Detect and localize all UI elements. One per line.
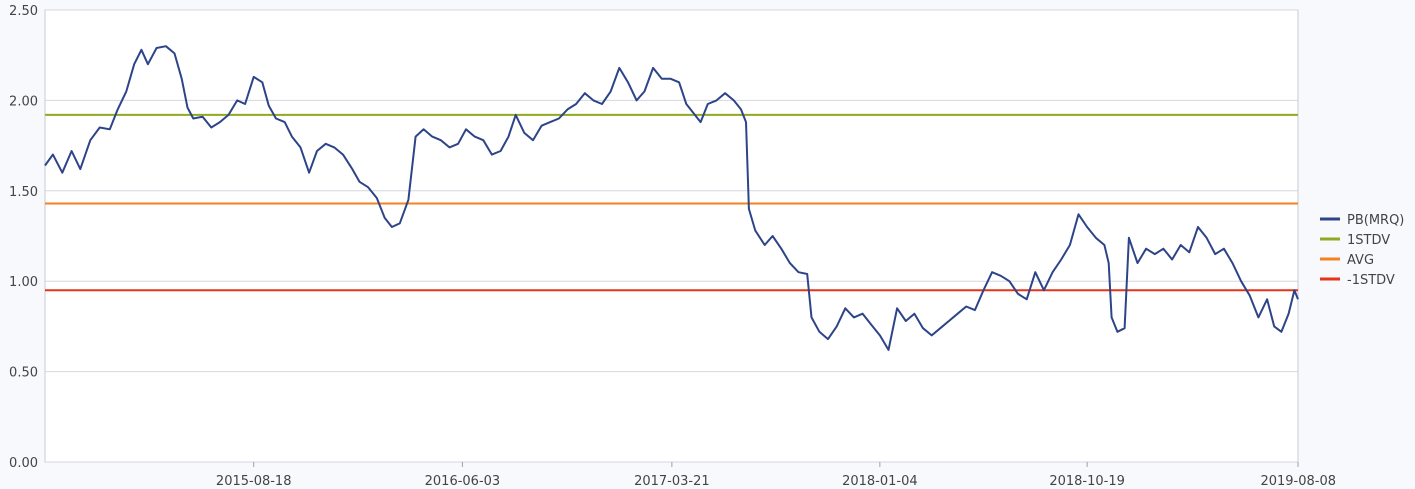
x-tick-label: 2017-03-21	[634, 474, 710, 489]
x-axis-labels: 2015-08-18 2016-06-03 2017-03-21 2018-01-04…	[216, 462, 1336, 489]
legend-label: 1STDV	[1347, 233, 1390, 248]
x-tick-label: 2018-10-19	[1049, 474, 1125, 489]
series-line-pb-mrq	[44, 45, 1299, 351]
y-tick-label: 0.50	[9, 366, 38, 381]
reference-lines	[45, 113, 1298, 292]
legend: PB(MRQ) 1STDV AVG -1STDV	[1320, 213, 1404, 288]
legend-label: -1STDV	[1347, 273, 1395, 288]
grid-lines	[45, 9, 1298, 463]
legend-label: AVG	[1347, 253, 1374, 268]
legend-label: PB(MRQ)	[1347, 213, 1404, 228]
y-tick-label: 2.00	[9, 94, 38, 109]
y-axis-labels: 0.00 0.50 1.00 1.50 2.00 2.50	[9, 4, 38, 471]
x-tick-label: 2016-06-03	[425, 474, 501, 489]
series-lines	[44, 45, 1299, 351]
y-tick-label: 1.50	[9, 185, 38, 200]
plot-area	[44, 9, 1299, 463]
y-tick-label: 1.00	[9, 275, 38, 290]
x-tick-label: 2015-08-18	[216, 474, 292, 489]
x-tick-label: 2019-08-08	[1260, 474, 1336, 489]
y-tick-label: 0.00	[9, 456, 38, 471]
y-tick-label: 2.50	[9, 4, 38, 19]
x-tick-label: 2018-01-04	[842, 474, 918, 489]
